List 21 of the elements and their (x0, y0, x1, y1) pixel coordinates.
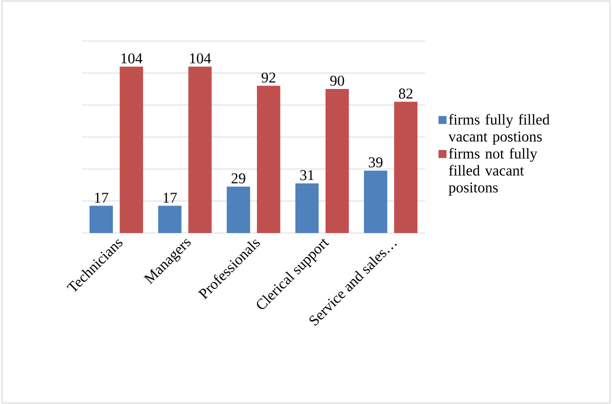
legend-label: firms not fully filled vacant positons (448, 148, 538, 196)
bar (295, 183, 319, 233)
bar (326, 89, 349, 233)
data-label: 39 (368, 157, 382, 168)
data-label: 17 (164, 192, 177, 203)
bar (256, 86, 280, 233)
bar (226, 186, 250, 233)
data-label: 90 (330, 76, 344, 86)
bar (158, 206, 182, 233)
bar (394, 102, 418, 233)
data-label: 17 (95, 192, 108, 203)
data-label: 104 (190, 53, 211, 64)
bar (188, 66, 212, 233)
bar (90, 206, 113, 233)
data-label: 92 (262, 72, 276, 83)
bar (364, 170, 388, 233)
data-label: 29 (232, 173, 246, 184)
data-label: 104 (122, 53, 142, 64)
bar (120, 66, 144, 233)
data-label: 82 (398, 88, 412, 99)
data-label: 31 (300, 170, 314, 180)
